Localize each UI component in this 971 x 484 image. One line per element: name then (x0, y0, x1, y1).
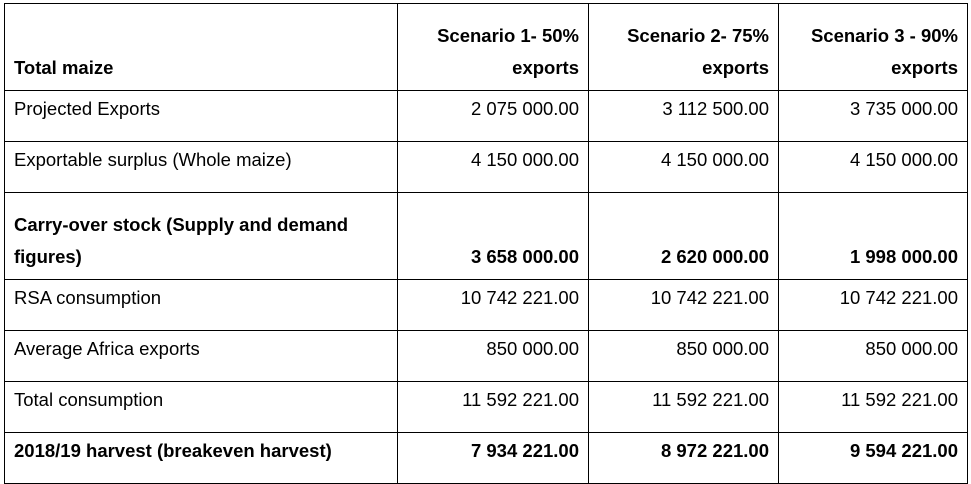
cell-scenario-2: 2 620 000.00 (588, 192, 779, 280)
cell-scenario-3: 4 150 000.00 (778, 141, 968, 193)
cell-scenario-1: 2 075 000.00 (397, 90, 589, 142)
cell-scenario-2: 3 112 500.00 (588, 90, 779, 142)
cell-scenario-1: 10 742 221.00 (397, 279, 589, 331)
maize-scenarios-table: Total maize Scenario 1- 50% exports Scen… (4, 3, 968, 484)
cell-scenario-3: 10 742 221.00 (778, 279, 968, 331)
header-scenario-2: Scenario 2- 75% exports (588, 3, 779, 91)
cell-scenario-1: 850 000.00 (397, 330, 589, 382)
row-label: RSA consumption (4, 279, 398, 331)
cell-scenario-2: 8 972 221.00 (588, 432, 779, 484)
table-row-africa-exports: Average Africa exports 850 000.00 850 00… (4, 330, 968, 382)
cell-scenario-2: 11 592 221.00 (588, 381, 779, 433)
cell-scenario-3: 11 592 221.00 (778, 381, 968, 433)
row-label: Carry-over stock (Supply and demand figu… (4, 192, 398, 280)
cell-scenario-1: 7 934 221.00 (397, 432, 589, 484)
cell-scenario-2: 4 150 000.00 (588, 141, 779, 193)
table-header-row: Total maize Scenario 1- 50% exports Scen… (4, 3, 968, 91)
header-scenario-1: Scenario 1- 50% exports (397, 3, 589, 91)
table-row-carry-over-stock: Carry-over stock (Supply and demand figu… (4, 192, 968, 280)
cell-scenario-3: 850 000.00 (778, 330, 968, 382)
cell-scenario-1: 4 150 000.00 (397, 141, 589, 193)
cell-scenario-1: 11 592 221.00 (397, 381, 589, 433)
cell-scenario-2: 850 000.00 (588, 330, 779, 382)
table-row-exportable-surplus: Exportable surplus (Whole maize) 4 150 0… (4, 141, 968, 193)
row-label: Exportable surplus (Whole maize) (4, 141, 398, 193)
cell-scenario-1: 3 658 000.00 (397, 192, 589, 280)
header-scenario-3: Scenario 3 - 90% exports (778, 3, 968, 91)
cell-scenario-3: 3 735 000.00 (778, 90, 968, 142)
table-row-breakeven-harvest: 2018/19 harvest (breakeven harvest) 7 93… (4, 432, 968, 484)
cell-scenario-3: 1 998 000.00 (778, 192, 968, 280)
table-row-projected-exports: Projected Exports 2 075 000.00 3 112 500… (4, 90, 968, 142)
cell-scenario-2: 10 742 221.00 (588, 279, 779, 331)
table-row-rsa-consumption: RSA consumption 10 742 221.00 10 742 221… (4, 279, 968, 331)
row-label: Average Africa exports (4, 330, 398, 382)
row-label: Projected Exports (4, 90, 398, 142)
table-row-total-consumption: Total consumption 11 592 221.00 11 592 2… (4, 381, 968, 433)
header-total-maize: Total maize (4, 3, 398, 91)
row-label: 2018/19 harvest (breakeven harvest) (4, 432, 398, 484)
cell-scenario-3: 9 594 221.00 (778, 432, 968, 484)
row-label: Total consumption (4, 381, 398, 433)
